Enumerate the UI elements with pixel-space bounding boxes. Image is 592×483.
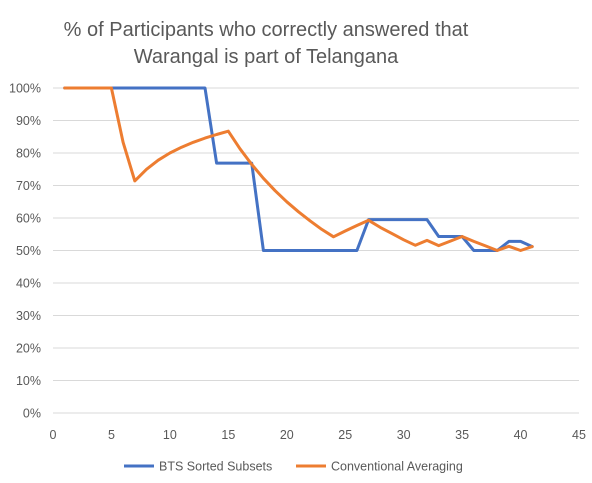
legend-label-2: Conventional Averaging [331,460,463,474]
y-tick-label: 90% [16,114,41,128]
chart-title-line-1: % of Participants who correctly answered… [64,19,469,41]
x-tick-label: 45 [572,428,586,442]
x-tick-label: 25 [338,428,352,442]
legend: BTS Sorted Subsets Conventional Averaging [124,460,463,474]
legend-label-1: BTS Sorted Subsets [159,460,272,474]
series-line-1 [63,86,534,252]
x-tick-label: 15 [221,428,235,442]
y-tick-label: 70% [16,179,41,193]
y-axis-tick-labels: 0% 10% 20% 30% 40% 50% 60% 70% 80% 90% 100% [9,82,41,421]
series-line-2 [63,86,534,252]
x-tick-label: 35 [455,428,469,442]
y-tick-label: 0% [23,407,41,421]
y-tick-label: 60% [16,212,41,226]
x-tick-label: 30 [397,428,411,442]
y-tick-label: 40% [16,277,41,291]
x-tick-label: 10 [163,428,177,442]
chart-title-line-2: Warangal is part of Telangana [134,46,399,68]
y-tick-label: 80% [16,147,41,161]
x-tick-label: 40 [514,428,528,442]
y-tick-label: 10% [16,374,41,388]
x-axis-tick-labels: 0 5 10 15 20 25 30 35 40 45 [50,428,586,442]
y-tick-label: 100% [9,82,41,96]
x-tick-label: 20 [280,428,294,442]
x-tick-label: 0 [50,428,57,442]
x-tick-label: 5 [108,428,115,442]
series-lines [63,86,534,252]
y-tick-label: 30% [16,309,41,323]
y-tick-label: 50% [16,244,41,258]
y-tick-label: 20% [16,342,41,356]
